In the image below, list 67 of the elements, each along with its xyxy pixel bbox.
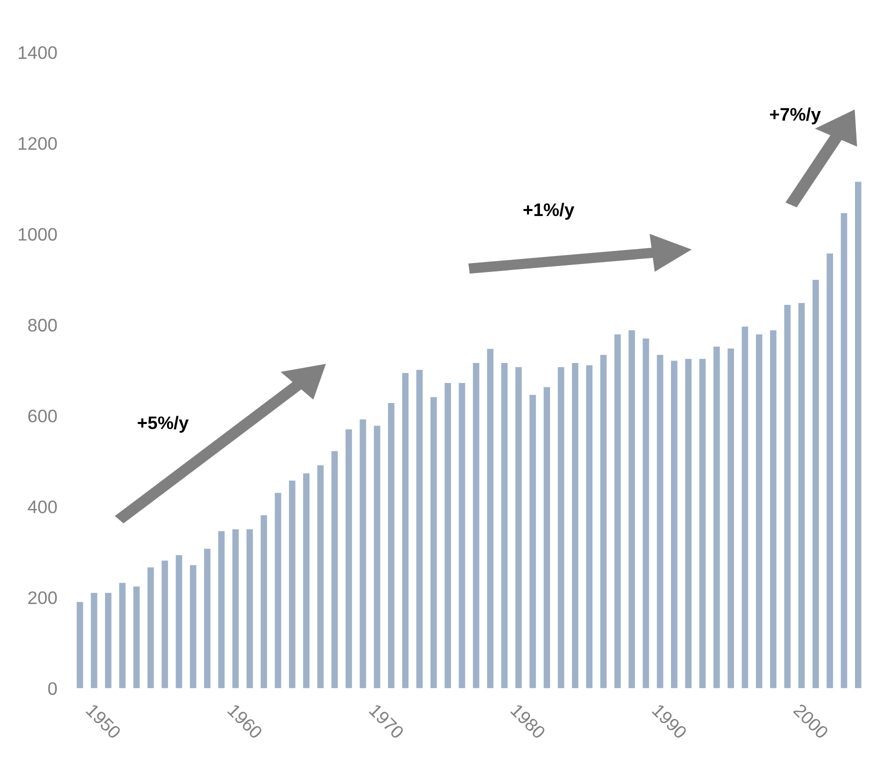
bar	[458, 383, 466, 688]
bar	[176, 555, 182, 688]
bar	[430, 397, 437, 688]
bar	[317, 465, 324, 688]
bar	[218, 531, 225, 688]
bar	[402, 373, 409, 688]
y-tick-label: 200	[28, 591, 57, 604]
bar	[246, 529, 253, 688]
bar	[331, 451, 338, 688]
bar	[713, 346, 720, 688]
bar	[388, 402, 394, 688]
bar	[190, 565, 196, 688]
bar	[119, 582, 126, 688]
bar	[416, 370, 423, 688]
y-tick-label: 1400	[18, 46, 57, 60]
bar	[133, 586, 140, 688]
bar	[501, 363, 508, 688]
bar	[826, 254, 834, 688]
y-tick-label: 800	[28, 318, 57, 332]
bar	[472, 363, 480, 688]
bar	[303, 473, 310, 688]
bar	[232, 529, 239, 688]
y-tick-label: 1200	[18, 137, 57, 150]
bar	[784, 304, 791, 688]
bar	[685, 358, 692, 688]
bar	[90, 592, 98, 688]
bar	[586, 365, 592, 688]
bar	[530, 394, 536, 688]
bar	[742, 326, 748, 688]
bar	[105, 592, 112, 688]
bar	[699, 358, 706, 688]
bar	[147, 567, 154, 688]
bar	[162, 560, 168, 688]
annotation: +1%/y	[523, 202, 574, 220]
bar	[770, 330, 776, 688]
y-tick-label: 1000	[18, 228, 57, 241]
y-tick-label: 400	[28, 500, 57, 514]
bar	[840, 213, 848, 688]
bar	[487, 348, 494, 688]
bar	[274, 492, 282, 688]
bar	[558, 367, 564, 688]
bar	[756, 334, 762, 688]
bar	[444, 383, 451, 688]
bar	[671, 360, 678, 688]
bar	[642, 338, 650, 688]
bar	[374, 426, 380, 688]
bar	[76, 602, 84, 688]
bar	[572, 363, 578, 688]
bar	[346, 429, 352, 688]
bar	[204, 548, 210, 688]
annotation: +5%/y	[138, 416, 189, 433]
bar	[728, 348, 734, 688]
y-tick-label: 0	[48, 682, 57, 695]
bar	[656, 354, 664, 688]
bar	[854, 182, 862, 688]
bar	[544, 387, 550, 688]
bar	[812, 280, 819, 688]
bar	[515, 367, 522, 688]
bar	[288, 480, 296, 688]
y-tick-label: 600	[28, 410, 57, 422]
bar	[260, 515, 268, 688]
annotation: +7%/y	[770, 107, 821, 124]
bar	[600, 354, 607, 688]
bar	[614, 334, 621, 688]
bar	[798, 303, 805, 688]
bar	[360, 419, 366, 688]
bar	[628, 330, 635, 688]
